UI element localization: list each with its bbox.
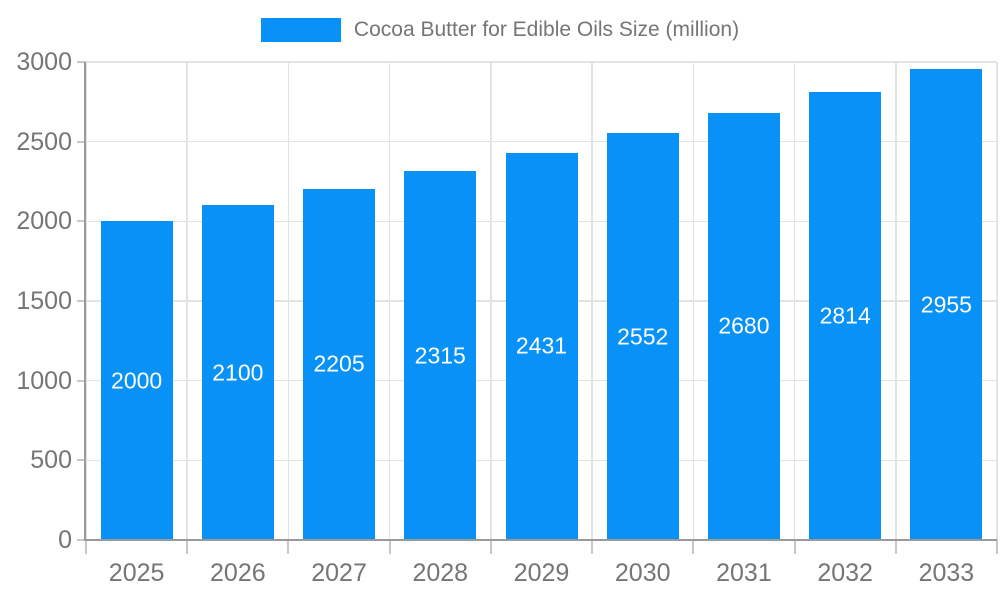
gridline-horizontal	[86, 61, 997, 63]
bar	[303, 188, 376, 540]
x-tick-label: 2029	[513, 559, 570, 587]
bar-value-label: 2315	[414, 342, 466, 369]
y-axis-tick	[77, 300, 86, 302]
y-axis-tick	[77, 379, 86, 382]
gridline-vertical	[186, 62, 188, 540]
y-tick-label: 2500	[16, 127, 72, 156]
bar	[910, 69, 983, 540]
y-axis-tick	[77, 459, 86, 462]
bar-value-label: 2431	[515, 332, 568, 359]
x-axis-tick	[287, 540, 290, 554]
x-tick-label: 2033	[918, 559, 975, 587]
x-axis-tick	[692, 540, 695, 554]
y-tick-label: 500	[30, 446, 72, 475]
x-tick-label: 2027	[311, 559, 367, 587]
gridline-vertical	[85, 62, 87, 540]
gridline-vertical	[490, 62, 492, 540]
x-tick-label: 2030	[614, 559, 671, 587]
y-tick-label: 2000	[16, 207, 72, 236]
x-axis-tick	[85, 540, 87, 554]
bar	[809, 91, 882, 540]
bar-value-label: 2814	[819, 302, 871, 329]
legend-label: Cocoa Butter for Edible Oils Size (milli…	[353, 18, 740, 41]
gridline-vertical	[692, 62, 695, 540]
bar-value-label: 2552	[617, 323, 669, 350]
legend-swatch-icon	[260, 18, 341, 42]
y-axis-line	[84, 62, 86, 540]
gridline-vertical	[793, 62, 796, 540]
x-axis-tick	[793, 540, 796, 554]
y-axis-tick	[77, 61, 86, 63]
y-tick-label: 3000	[16, 48, 72, 76]
bar-value-label: 2955	[920, 291, 972, 318]
bar-value-label: 2680	[718, 312, 770, 339]
bar	[505, 152, 578, 540]
gridline-vertical	[388, 62, 391, 540]
bar-value-label: 2205	[313, 350, 365, 377]
gridline-vertical	[591, 62, 593, 540]
gridline-horizontal	[86, 140, 997, 143]
y-tick-label: 0	[58, 526, 72, 554]
bar-value-label: 2100	[212, 359, 264, 386]
gridline-vertical	[287, 62, 290, 540]
y-tick-label: 1000	[16, 366, 72, 395]
x-tick-label: 2025	[108, 559, 165, 587]
x-axis-tick	[996, 540, 998, 554]
x-axis-tick	[894, 540, 897, 554]
y-axis-tick	[77, 220, 86, 223]
x-axis-line	[84, 539, 997, 541]
gridline-vertical	[996, 62, 998, 540]
bar	[606, 133, 679, 540]
x-axis-tick	[591, 540, 594, 554]
bar	[201, 205, 274, 540]
x-tick-label: 2032	[817, 559, 873, 587]
gridline-vertical	[895, 62, 897, 540]
bar-value-label: 2000	[111, 367, 163, 394]
x-axis-tick	[489, 540, 492, 554]
y-axis-tick	[77, 140, 86, 143]
y-axis-tick	[77, 539, 86, 541]
y-tick-label: 1500	[16, 287, 72, 315]
x-axis-tick	[388, 540, 391, 554]
x-axis-tick	[186, 540, 189, 554]
bar	[707, 112, 780, 540]
x-tick-label: 2026	[210, 559, 266, 587]
x-tick-label: 2031	[716, 559, 772, 587]
bar	[404, 171, 477, 540]
x-tick-label: 2028	[412, 559, 469, 587]
chart-legend: Cocoa Butter for Edible Oils Size (milli…	[0, 18, 1000, 42]
bar	[100, 221, 173, 540]
